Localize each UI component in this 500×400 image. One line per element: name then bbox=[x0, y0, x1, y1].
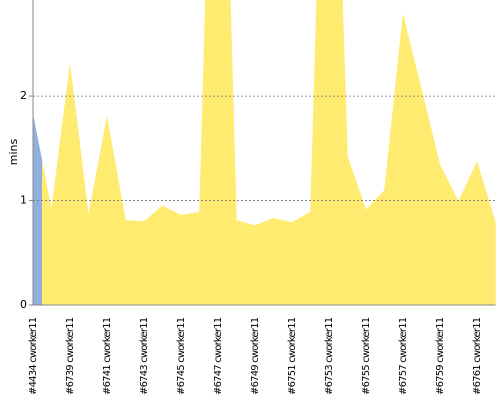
area-segment bbox=[486, 192, 496, 305]
y-axis-label: mins bbox=[7, 138, 20, 165]
x-tick-label: #6757 cworker11 bbox=[398, 317, 409, 395]
x-tick-label: #6761 cworker11 bbox=[472, 317, 483, 395]
area-segment bbox=[171, 210, 191, 305]
area-segment bbox=[134, 213, 154, 305]
area-segment bbox=[33, 114, 43, 305]
x-tick-label: #6751 cworker11 bbox=[287, 317, 298, 395]
plot-area bbox=[33, 0, 496, 305]
area-segment bbox=[264, 218, 283, 305]
area-segment bbox=[282, 216, 302, 305]
y-tick-label: 1 bbox=[20, 194, 27, 207]
area-segment bbox=[319, 0, 339, 305]
area-segment bbox=[338, 0, 357, 305]
area-segment bbox=[227, 0, 246, 305]
area-segment bbox=[301, 0, 320, 305]
x-tick-label: #6749 cworker11 bbox=[250, 317, 261, 395]
area-segment bbox=[79, 139, 98, 305]
y-tick-label: 0 bbox=[20, 298, 27, 311]
area-segment bbox=[412, 52, 431, 305]
x-tick-label: #6753 cworker11 bbox=[324, 317, 335, 395]
x-tick-label: #6755 cworker11 bbox=[361, 317, 372, 395]
area-segment bbox=[42, 137, 61, 305]
area-segment bbox=[449, 181, 468, 305]
x-tick-label: #6747 cworker11 bbox=[213, 317, 224, 395]
x-tick-label: #6739 cworker11 bbox=[65, 317, 76, 395]
y-tick-label: 2 bbox=[20, 89, 27, 102]
area-segment bbox=[190, 0, 209, 305]
area-segment bbox=[356, 183, 376, 305]
area-segment bbox=[208, 0, 228, 305]
area-segment bbox=[116, 168, 135, 305]
x-tick-label: #6743 cworker11 bbox=[139, 317, 150, 395]
area-segment bbox=[393, 14, 413, 305]
x-tick-label: #4434 cworker11 bbox=[28, 317, 39, 395]
x-tick-label: #6745 cworker11 bbox=[176, 317, 187, 395]
x-tick-label: #6741 cworker11 bbox=[102, 317, 113, 395]
area-segment bbox=[245, 221, 265, 305]
area-segment bbox=[60, 64, 80, 305]
x-tick-label: #6759 cworker11 bbox=[435, 317, 446, 395]
area-segment bbox=[467, 161, 487, 305]
area-segment bbox=[97, 116, 117, 305]
area-segment bbox=[430, 127, 450, 305]
area-segment bbox=[375, 102, 394, 305]
area-segment bbox=[153, 205, 172, 305]
